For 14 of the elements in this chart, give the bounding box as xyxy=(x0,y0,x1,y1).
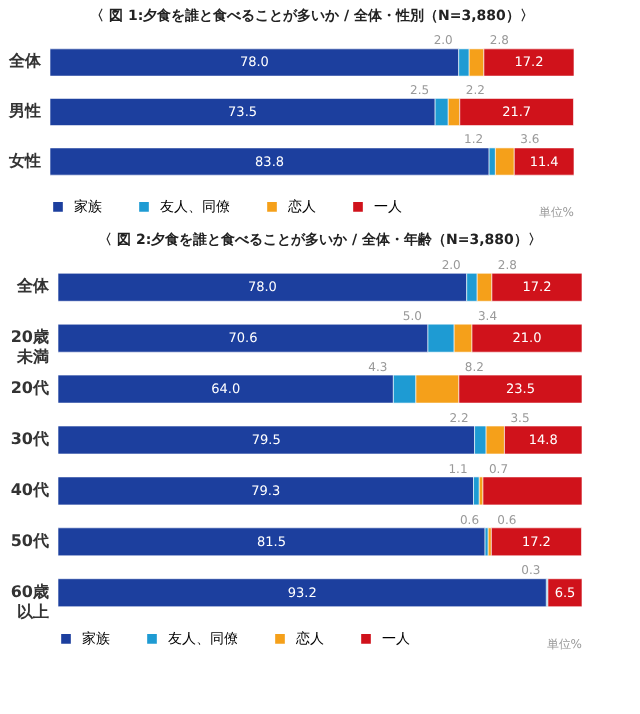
y-tick-label: 50代 xyxy=(10,531,49,550)
bar xyxy=(57,476,474,506)
y-tick-label: 全体 xyxy=(7,52,43,71)
y-tick-label: 全体 xyxy=(15,277,51,296)
y-tick-label: 20代 xyxy=(10,379,49,398)
y-tick-label: 20歳未満 xyxy=(10,328,49,367)
bar xyxy=(49,147,490,176)
y-tick-label: 女性 xyxy=(7,151,41,170)
y-tick-label: 60歳以上 xyxy=(10,582,49,621)
y-tick-label: 30代 xyxy=(10,430,49,448)
bar xyxy=(491,527,582,557)
y-tick-label: 40代 xyxy=(10,480,49,499)
bar xyxy=(57,527,486,557)
y-tick-label: 男性 xyxy=(7,102,41,120)
